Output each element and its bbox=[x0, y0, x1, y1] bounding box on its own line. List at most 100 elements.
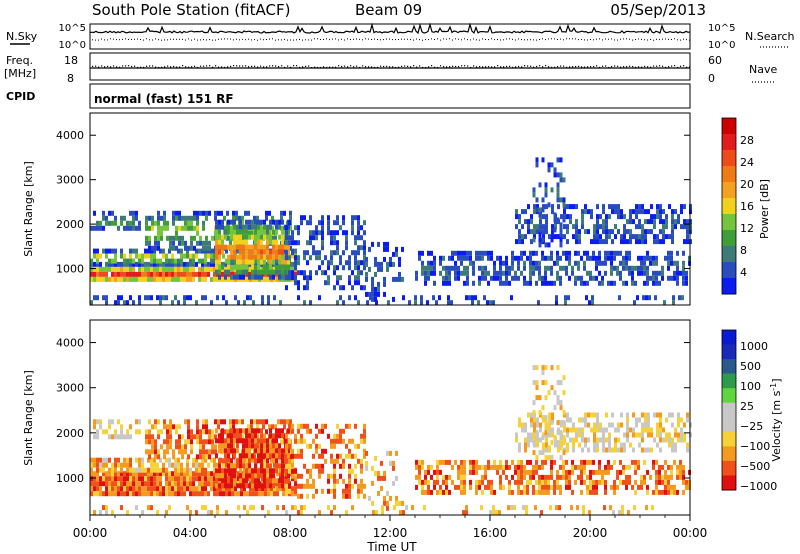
heatmap-cell bbox=[650, 229, 653, 235]
heatmap-cell bbox=[392, 251, 395, 257]
heatmap-cell bbox=[518, 234, 521, 240]
colorbar-swatch bbox=[722, 359, 736, 375]
heatmap-cell bbox=[493, 275, 496, 281]
heatmap-cell bbox=[204, 467, 207, 473]
heatmap-cell bbox=[664, 484, 667, 490]
heatmap-cell bbox=[166, 424, 169, 430]
heatmap-cell bbox=[532, 400, 536, 406]
heatmap-cell bbox=[215, 234, 218, 240]
heatmap-cell bbox=[544, 484, 547, 490]
heatmap-cell bbox=[593, 422, 596, 428]
heatmap-cell bbox=[652, 255, 655, 261]
heatmap-cell bbox=[123, 300, 126, 306]
heatmap-cell bbox=[544, 187, 548, 193]
heatmap-cell bbox=[245, 448, 248, 454]
heatmap-cell bbox=[631, 270, 634, 276]
heatmap-cell bbox=[207, 476, 210, 482]
heatmap-cell bbox=[174, 457, 177, 463]
heatmap-cell bbox=[565, 469, 568, 475]
heatmap-cell bbox=[563, 234, 566, 240]
heatmap-cell bbox=[278, 443, 281, 449]
heatmap-cell bbox=[641, 437, 644, 443]
noise-left-tick-bottom: 10^0 bbox=[59, 40, 86, 51]
heatmap-cell bbox=[578, 432, 581, 438]
heatmap-cell bbox=[108, 457, 111, 463]
heatmap-cell bbox=[530, 437, 533, 443]
heatmap-cell bbox=[584, 229, 587, 235]
heatmap-cell bbox=[460, 464, 463, 470]
heatmap-cell bbox=[659, 209, 662, 215]
heatmap-cell bbox=[132, 471, 135, 477]
heatmap-cell bbox=[481, 489, 484, 495]
heatmap-cell bbox=[153, 258, 156, 264]
heatmap-cell bbox=[659, 229, 662, 235]
heatmap-cell bbox=[96, 220, 99, 226]
heatmap-cell bbox=[230, 478, 233, 484]
heatmap-cell bbox=[634, 464, 637, 470]
heatmap-cell bbox=[294, 265, 297, 271]
heatmap-cell bbox=[556, 430, 560, 436]
heatmap-cell bbox=[533, 427, 536, 433]
heatmap-cell bbox=[210, 510, 213, 516]
heatmap-cell bbox=[210, 476, 213, 482]
heatmap-cell bbox=[105, 429, 108, 435]
heatmap-cell bbox=[518, 219, 521, 225]
heatmap-cell bbox=[144, 261, 147, 267]
heatmap-cell bbox=[285, 478, 288, 484]
heatmap-cell bbox=[261, 505, 264, 511]
heatmap-cell bbox=[96, 429, 99, 435]
heatmap-cell bbox=[676, 265, 679, 271]
heatmap-cell bbox=[159, 261, 162, 267]
heatmap-cell bbox=[222, 276, 225, 282]
heatmap-cell bbox=[168, 486, 171, 492]
heatmap-cell bbox=[192, 261, 195, 267]
heatmap-cell bbox=[541, 450, 545, 456]
heatmap-cell bbox=[168, 462, 171, 468]
heatmap-cell bbox=[168, 491, 171, 497]
heatmap-cell bbox=[135, 457, 138, 463]
heatmap-cell bbox=[208, 449, 211, 455]
cpid-panel: CPID normal (fast) 151 RF bbox=[6, 83, 691, 109]
heatmap-cell bbox=[617, 229, 620, 235]
heatmap-cell bbox=[556, 275, 559, 281]
heatmap-cell bbox=[583, 260, 586, 266]
heatmap-cell bbox=[644, 447, 647, 453]
heatmap-cell bbox=[427, 484, 430, 490]
heatmap-cell bbox=[559, 489, 562, 495]
heatmap-cell bbox=[448, 489, 451, 495]
heatmap-cell bbox=[568, 260, 571, 266]
heatmap-cell bbox=[538, 232, 542, 238]
heatmap-cell bbox=[96, 491, 99, 497]
heatmap-cell bbox=[192, 476, 195, 482]
heatmap-cell bbox=[556, 192, 560, 198]
heatmap-cell bbox=[584, 412, 587, 418]
heatmap-cell bbox=[448, 459, 451, 465]
heatmap-cell bbox=[377, 470, 380, 476]
heatmap-cell bbox=[605, 224, 608, 230]
heatmap-cell bbox=[518, 239, 521, 245]
heatmap-cell bbox=[520, 474, 523, 480]
heatmap-cell bbox=[248, 458, 251, 464]
heatmap-cell bbox=[524, 442, 527, 448]
heatmap-cell bbox=[592, 489, 595, 495]
heatmap-cell bbox=[177, 462, 180, 468]
heatmap-cell bbox=[631, 484, 634, 490]
heatmap-cell bbox=[622, 469, 625, 475]
heatmap-cell bbox=[572, 427, 575, 433]
heatmap-cell bbox=[562, 197, 566, 203]
heatmap-cell bbox=[439, 489, 442, 495]
heatmap-cell bbox=[90, 471, 93, 477]
heatmap-cell bbox=[276, 258, 279, 264]
heatmap-cell bbox=[257, 249, 260, 255]
heatmap-cell bbox=[571, 459, 574, 465]
heatmap-cell bbox=[550, 464, 553, 470]
heatmap-cell bbox=[190, 235, 193, 241]
heatmap-cell bbox=[460, 250, 463, 256]
heatmap-cell bbox=[248, 234, 251, 240]
heatmap-cell bbox=[559, 157, 563, 163]
heatmap-cell bbox=[105, 261, 108, 267]
heatmap-cell bbox=[281, 259, 284, 265]
heatmap-cell bbox=[260, 483, 263, 489]
heatmap-cell bbox=[263, 249, 266, 255]
